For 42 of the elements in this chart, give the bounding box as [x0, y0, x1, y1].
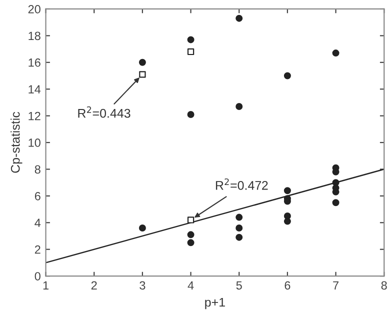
point: [332, 199, 340, 206]
point: [284, 218, 291, 225]
point: [284, 72, 291, 80]
y-tick-label: 16: [28, 58, 40, 67]
point: [187, 48, 194, 56]
y-tick-label: 6: [34, 192, 40, 200]
x-tick-label: 1: [43, 281, 48, 290]
point: [187, 231, 194, 238]
x-tick-label: 5: [236, 281, 242, 290]
point: [332, 50, 340, 57]
x-tick-label: 3: [140, 281, 146, 290]
point: [187, 110, 194, 118]
y-tick-label: 8: [34, 165, 40, 174]
point: [187, 216, 194, 224]
x-axis-title: p+1: [205, 298, 225, 310]
point: [187, 239, 194, 246]
y-tick-label: 10: [28, 138, 40, 147]
y-tick-label: 12: [28, 112, 40, 120]
x-tick-label: 6: [284, 281, 290, 290]
y-axis-title: Cp-statistic: [10, 112, 22, 173]
x-tick-label: 4: [188, 281, 194, 290]
point: [236, 224, 243, 232]
point: [284, 187, 291, 194]
point: [187, 36, 194, 44]
point: [236, 102, 243, 110]
point: [236, 14, 243, 22]
annotation: R$^{2}$=0.472: [216, 178, 268, 190]
x-tick-label: 8: [381, 281, 387, 290]
point: [236, 234, 243, 241]
y-tick-label: 2: [34, 245, 40, 254]
x-tick-label: 2: [91, 281, 97, 290]
point: [236, 214, 243, 221]
y-tick-label: 14: [28, 85, 41, 94]
y-tick-label: 4: [34, 218, 41, 227]
annotation: R$^{2}$=0.443: [78, 106, 130, 118]
point: [138, 58, 146, 66]
y-tick-label: 18: [28, 32, 40, 40]
x-tick-label: 7: [333, 281, 338, 290]
point: [139, 71, 146, 78]
y-tick-label: 20: [28, 5, 40, 14]
y-tick-label: 0: [34, 272, 40, 280]
point: [138, 224, 146, 232]
